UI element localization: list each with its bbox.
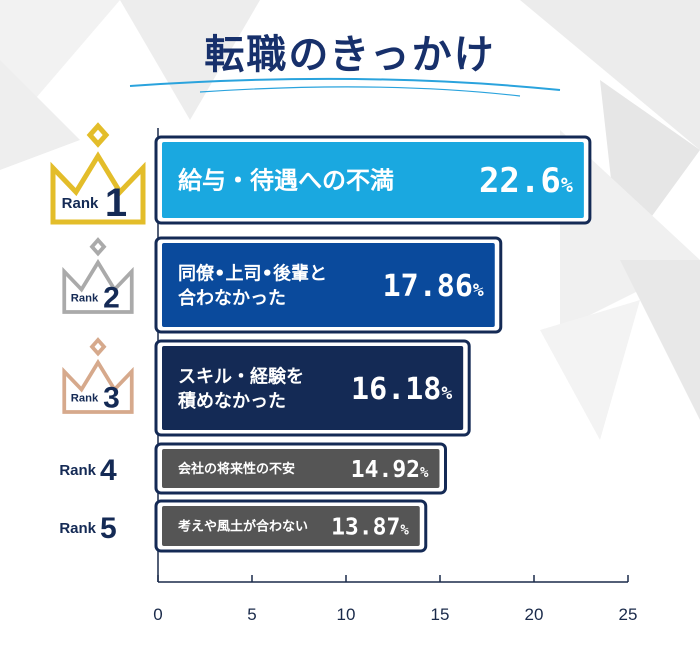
rank-word: Rank bbox=[62, 195, 99, 212]
bar-label-line: 合わなかった bbox=[178, 287, 286, 309]
rank-word: Rank bbox=[71, 393, 99, 405]
value-label: 22.6% bbox=[479, 161, 573, 201]
value-number: 14.92 bbox=[351, 457, 420, 483]
value-label: 17.86% bbox=[383, 269, 484, 304]
crown-diamond bbox=[86, 122, 110, 148]
crown-diamond bbox=[89, 337, 107, 357]
rank-number: 4 bbox=[100, 454, 117, 487]
title-underline-2 bbox=[199, 86, 521, 97]
bar bbox=[162, 506, 420, 546]
value-unit: % bbox=[400, 522, 409, 538]
value-label: 16.18% bbox=[351, 372, 452, 407]
value-unit: % bbox=[561, 173, 573, 197]
bar-group-rank-4: 会社の将来性の不安 14.92% bbox=[154, 442, 447, 495]
bar bbox=[162, 243, 495, 327]
value-number: 22.6 bbox=[479, 161, 561, 201]
rank-word: Rank bbox=[59, 462, 96, 479]
bar bbox=[162, 346, 464, 430]
crown-body bbox=[62, 258, 134, 314]
bar-label-line: スキル・経験を bbox=[178, 366, 304, 388]
x-tick-label: 10 bbox=[337, 605, 356, 624]
bar bbox=[162, 449, 440, 488]
bar bbox=[162, 142, 584, 218]
title-underline bbox=[129, 77, 561, 91]
x-tick-label: 0 bbox=[153, 605, 162, 624]
bar-label: 会社の将来性の不安 bbox=[178, 461, 295, 477]
value-number: 13.87 bbox=[331, 514, 400, 540]
value-label: 13.87% bbox=[331, 514, 409, 540]
bar-group-rank-1: 給与・待遇への不満 22.6% bbox=[154, 135, 592, 225]
bar-label-line: 積めなかった bbox=[177, 390, 286, 412]
crown-diamond bbox=[89, 237, 107, 257]
rank-number: 3 bbox=[103, 382, 120, 415]
crown-body bbox=[62, 358, 134, 414]
x-tick-label: 25 bbox=[619, 605, 638, 624]
rank-crown-icon: Rank 1 bbox=[50, 122, 146, 225]
x-tick-label: 15 bbox=[431, 605, 450, 624]
rank-word: Rank bbox=[59, 520, 96, 537]
value-unit: % bbox=[441, 383, 452, 404]
rank-number: 2 bbox=[103, 282, 120, 315]
x-tick-label: 20 bbox=[525, 605, 544, 624]
value-unit: % bbox=[420, 465, 429, 481]
value-unit: % bbox=[473, 280, 484, 301]
chart-title: 転職のきっかけ bbox=[204, 32, 496, 78]
value-label: 14.92% bbox=[351, 457, 429, 483]
rank-crown-icon: Rank 3 bbox=[62, 337, 134, 415]
bar-label: 給与・待遇への不満 bbox=[178, 167, 394, 195]
rank-crown-icon: Rank 2 bbox=[62, 237, 134, 315]
value-number: 17.86 bbox=[383, 269, 473, 304]
value-number: 16.18 bbox=[351, 372, 441, 407]
rank-number: 1 bbox=[105, 181, 127, 225]
bar-label: 考えや風土が合わない bbox=[178, 519, 308, 535]
rank-word: Rank bbox=[71, 293, 99, 305]
bar-label-line: 同僚•上司•後輩と bbox=[178, 263, 327, 285]
crown-body bbox=[50, 151, 146, 225]
rank-number: 5 bbox=[100, 512, 117, 545]
x-tick-label: 5 bbox=[247, 605, 256, 624]
bar-group-rank-5: 考えや風土が合わない 13.87% bbox=[154, 499, 428, 553]
